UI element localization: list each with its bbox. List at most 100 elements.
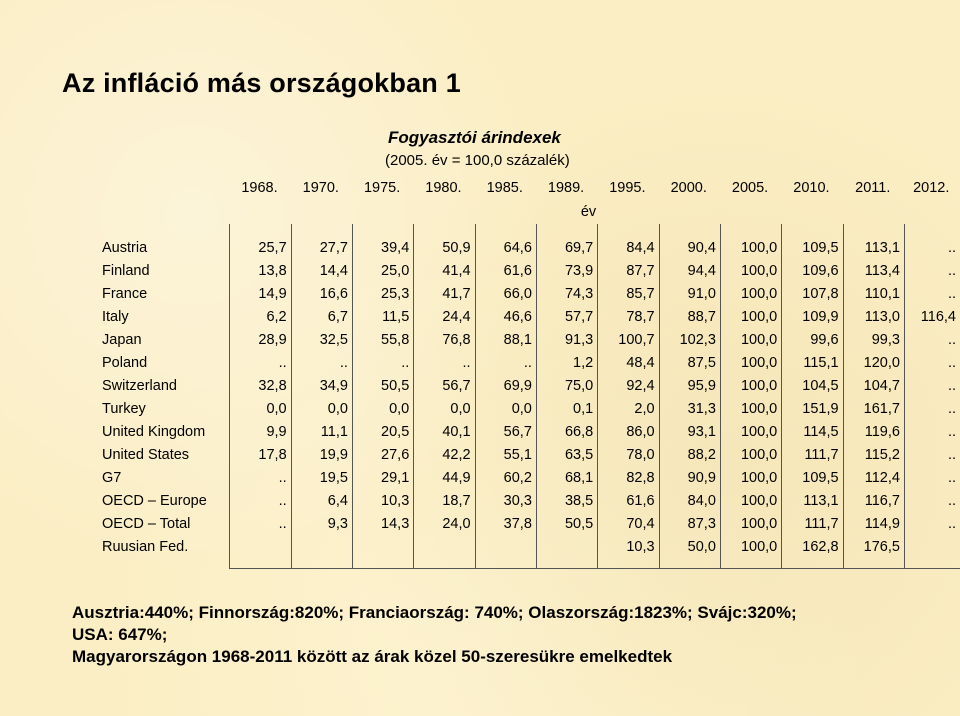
cpi-cell: 25,7 [229,237,292,260]
country-label: OECD – Europe [102,493,207,509]
cpi-cell: 27,7 [290,237,353,260]
cpi-cell: 100,0 [719,444,782,467]
cpi-cell: 113,4 [842,260,905,283]
cpi-cell: 41,4 [413,260,476,283]
cpi-cell: 100,0 [719,283,782,306]
cpi-cell: 95,9 [658,375,721,398]
cpi-cell: 100,0 [719,398,782,421]
cpi-cell: 30,3 [474,490,537,513]
cpi-cell: 119,6 [842,421,905,444]
cpi-cell: 24,0 [413,513,476,536]
cpi-cell: 109,6 [781,260,844,283]
cpi-cell: .. [474,352,537,375]
cpi-cell [474,536,537,569]
cpi-cell: 19,5 [290,467,353,490]
table-row: OECD – Europe.. 6,4 10,3 18,7 30,3 38,5 61,6 84… [100,490,960,513]
year-header: 1995. [609,180,646,196]
cpi-cell [290,536,353,569]
cpi-cell: 94,4 [658,260,721,283]
year-header-row: 1968. 1970. 1975. 1980. 1985. 1989. 1995. 2000.… [100,177,960,200]
cpi-cell: 115,1 [781,352,844,375]
cpi-cell: 116,7 [842,490,905,513]
year-header: 1970. [302,180,339,196]
cpi-cell: 151,9 [781,398,844,421]
cpi-cell: .. [903,398,960,421]
cpi-cell: .. [903,513,960,536]
cpi-cell: 31,3 [658,398,721,421]
cpi-cell: 92,4 [597,375,660,398]
cpi-cell: .. [903,352,960,375]
cpi-cell: 114,5 [781,421,844,444]
cpi-cell: 19,9 [290,444,353,467]
country-label: Italy [102,309,129,325]
header-spacer [100,177,230,200]
cpi-cell: .. [413,352,476,375]
cpi-cell: 110,1 [842,283,905,306]
table-subtitle-note: (2005. év = 100,0 százalék) [385,152,570,169]
cpi-cell: 100,0 [719,536,782,569]
cpi-cell: 37,8 [474,513,537,536]
country-label: United States [102,447,190,463]
cpi-cell: 56,7 [413,375,476,398]
cpi-cell: 82,8 [597,467,660,490]
cpi-cell: .. [903,421,960,444]
table-row: Turkey 0,0 0,0 0,0 0,0 0,0 0,1 2,0 31,3 100,0 151,… [100,398,960,421]
cpi-cell: 162,8 [781,536,844,569]
cpi-cell: 112,4 [842,467,905,490]
cpi-cell: .. [290,352,353,375]
cpi-cell: 56,7 [474,421,537,444]
cpi-cell: 61,6 [474,260,537,283]
country-label: OECD – Total [102,516,191,532]
cpi-cell [903,536,960,569]
cpi-cell: 25,3 [351,283,414,306]
cpi-cell: .. [903,375,960,398]
footer-line-3: Magyarországon 1968-2011 között az árak … [72,647,673,666]
cpi-cell: 10,3 [351,490,414,513]
cpi-cell: 113,0 [842,306,905,329]
cpi-cell: 57,7 [535,306,598,329]
cpi-cell: 109,5 [781,237,844,260]
year-header: 1989. [547,180,585,196]
country-label: Ruusian Fed. [102,539,189,555]
cpi-cell: 14,4 [290,260,353,283]
cpi-cell: 14,9 [229,283,292,306]
country-label: Switzerland [102,378,177,394]
cpi-cell: 66,0 [474,283,537,306]
cpi-cell: 99,6 [781,329,844,352]
cpi-cell: 100,0 [719,260,782,283]
table-row: Ruusian Fed. 10,3 50,0 100,0 162,8 176,5 [100,536,960,569]
country-label: Japan [102,332,142,348]
cpi-cell: 24,4 [413,306,476,329]
table-row: United States 17,8 19,9 27,6 42,2 55,1 63,5 78,… [100,444,960,467]
table-row: Austria 25,7 27,7 39,4 50,9 64,6 69,7 84,4 90,4 1… [100,237,960,260]
cpi-cell: 0,0 [474,398,537,421]
cpi-cell: .. [229,467,292,490]
cpi-cell: 111,7 [781,444,844,467]
page-title: Az infláció más országokban 1 [62,68,461,98]
cpi-cell: 87,7 [597,260,660,283]
cpi-cell: 28,9 [229,329,292,352]
cpi-cell: .. [229,490,292,513]
table-row: Japan 28,9 32,5 55,8 76,8 88,1 91,3 100,7 102,3 1… [100,329,960,352]
cpi-cell: 69,7 [535,237,598,260]
cpi-cell: 88,7 [658,306,721,329]
cpi-cell: 68,1 [535,467,598,490]
cpi-cell: .. [903,444,960,467]
cpi-cell: 6,2 [229,306,292,329]
cpi-cell: 27,6 [351,444,414,467]
cpi-cell: 40,1 [413,421,476,444]
year-header: 1985. [486,180,523,196]
cpi-cell: .. [903,237,960,260]
cpi-cell: 63,5 [535,444,598,467]
cpi-cell: 113,1 [842,237,905,260]
cpi-cell: 38,5 [535,490,598,513]
cpi-cell: 50,9 [413,237,476,260]
cpi-cell: 13,8 [229,260,292,283]
year-header: 1968. [241,180,278,196]
country-label: G7 [102,470,122,486]
table-row: Poland.......... 1,2 48,4 87,5 100,0 115,1 120… [100,352,960,375]
cpi-cell: 116,4 [903,306,960,329]
cpi-cell: 85,7 [597,283,660,306]
cpi-cell: 100,0 [719,352,782,375]
cpi-cell [413,536,476,569]
